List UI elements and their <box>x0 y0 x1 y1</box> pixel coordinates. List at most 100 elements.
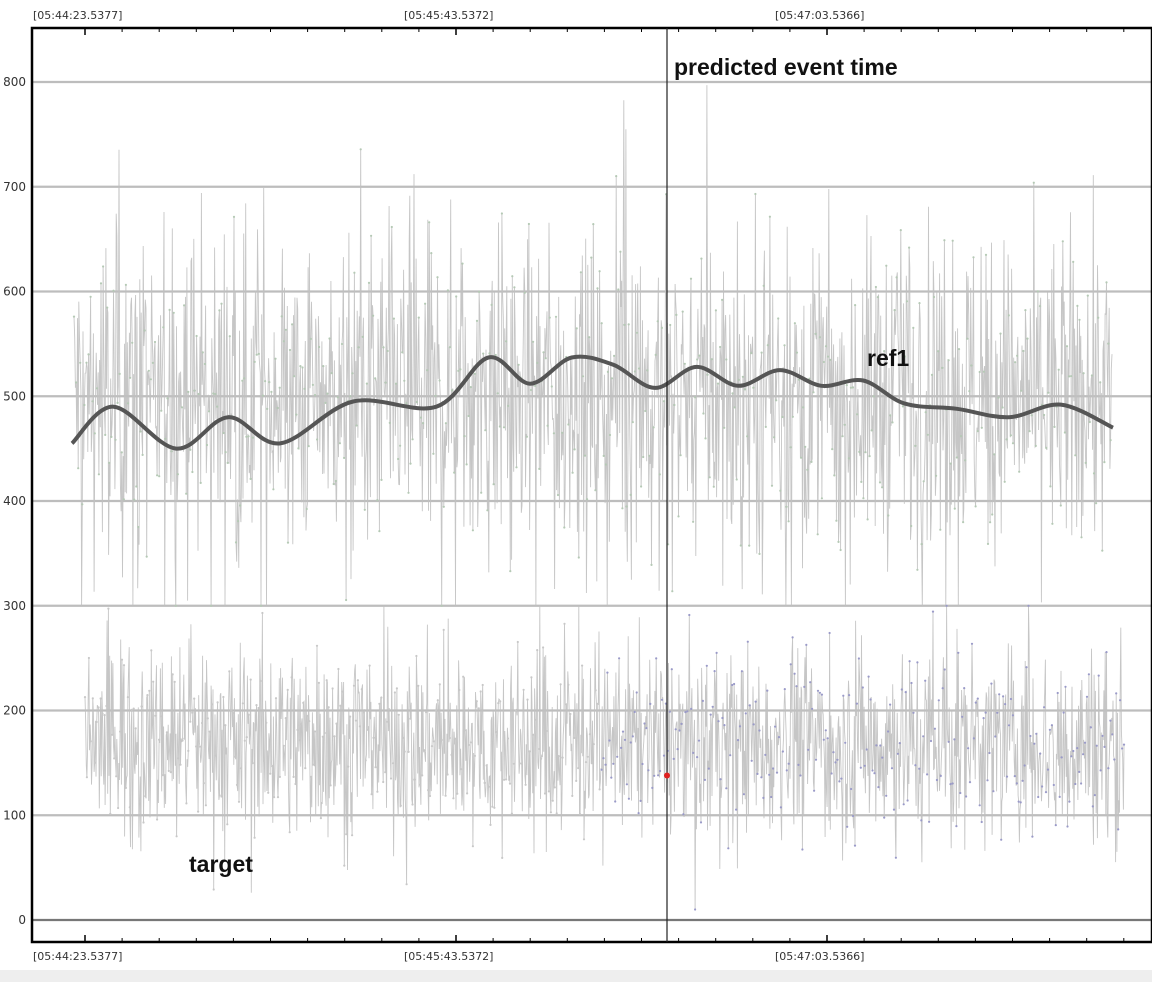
ref1-point <box>176 473 179 476</box>
ref1-point <box>627 323 630 326</box>
ref1-point <box>941 366 944 369</box>
target-point <box>524 783 527 786</box>
target-point <box>185 802 188 805</box>
target-point <box>487 785 490 788</box>
ref1-point <box>527 222 531 226</box>
target-point <box>158 738 161 741</box>
ref1-point <box>390 225 393 229</box>
target-point <box>579 813 582 816</box>
target-point <box>676 748 679 751</box>
target-point <box>1052 783 1055 787</box>
target-point <box>797 763 800 767</box>
target-point <box>834 761 837 764</box>
target-point <box>208 730 211 733</box>
ref1-point <box>183 304 186 307</box>
ref1-point <box>897 352 900 355</box>
ref1-point <box>775 399 778 402</box>
ref1-point <box>793 322 797 325</box>
target-point <box>908 660 911 663</box>
target-point <box>263 759 266 763</box>
ref1-point <box>598 270 601 273</box>
target-point <box>113 757 116 760</box>
ref1-point <box>77 467 80 470</box>
ref1-point <box>1009 434 1013 437</box>
target-point <box>308 720 311 723</box>
ref1-point <box>237 520 240 523</box>
ref1-point <box>498 425 501 428</box>
ref1-point <box>484 429 487 432</box>
ref1-point <box>95 387 98 390</box>
ref1-point <box>1022 349 1025 353</box>
y-tick-label-800: 800 <box>3 75 26 89</box>
target-point <box>152 680 155 683</box>
target-point <box>889 703 892 706</box>
target-point <box>313 730 317 733</box>
target-point <box>271 765 274 768</box>
target-point <box>148 689 151 692</box>
target-point <box>629 741 632 744</box>
target-point <box>265 721 268 724</box>
target-point <box>696 756 699 759</box>
target-point <box>943 668 946 671</box>
target-point <box>413 778 416 781</box>
ref1-point <box>266 407 269 410</box>
ref1-point <box>278 386 281 389</box>
target-point <box>637 812 640 815</box>
target-point <box>495 730 498 734</box>
target-point <box>134 727 137 730</box>
target-point <box>988 751 991 755</box>
target-point <box>918 767 921 770</box>
ref1-point <box>932 295 936 299</box>
target-point <box>1017 800 1020 803</box>
target-point <box>890 767 894 770</box>
target-point <box>1023 764 1026 767</box>
target-point <box>421 774 424 777</box>
ref1-point <box>629 493 632 496</box>
target-point <box>803 685 806 689</box>
target-point <box>501 856 504 860</box>
target-point <box>493 806 496 809</box>
ref1-point <box>185 492 188 495</box>
ref1-point <box>392 317 395 320</box>
target-point <box>818 691 822 694</box>
ref1-point <box>856 413 859 416</box>
ref1-point <box>172 311 175 314</box>
ref1-point <box>698 354 701 357</box>
target-point <box>545 729 549 733</box>
target-point <box>234 755 237 758</box>
ref1-point <box>511 275 514 278</box>
target-point <box>1007 724 1011 727</box>
target-point <box>974 701 977 704</box>
target-point <box>95 720 98 724</box>
ref1-point <box>500 212 503 215</box>
ref1-point <box>760 351 763 354</box>
ref1-point <box>860 480 863 483</box>
ref1-point <box>712 485 715 488</box>
target-point <box>600 768 603 771</box>
target-point <box>781 750 785 753</box>
ref1-point <box>787 520 790 523</box>
target-point <box>1009 697 1013 701</box>
target-point <box>657 774 660 777</box>
ref1-point <box>199 481 202 484</box>
ref1-point <box>602 454 605 457</box>
target-point <box>1056 691 1059 695</box>
ref1-point <box>858 450 861 453</box>
target-point <box>614 800 617 803</box>
target-point <box>1033 742 1036 745</box>
ref1-point <box>442 505 445 508</box>
target-point <box>483 781 486 785</box>
target-point <box>220 795 223 798</box>
ref1-point <box>187 390 190 393</box>
target-point <box>787 762 790 765</box>
ref1-point <box>374 377 377 380</box>
ref1-point <box>868 455 871 458</box>
target-point <box>1050 724 1053 727</box>
target-point <box>237 800 241 803</box>
ref1-point <box>984 253 988 256</box>
ref1-point <box>168 308 171 311</box>
target-point <box>844 741 847 744</box>
target-point <box>801 848 804 851</box>
target-point <box>438 683 441 686</box>
ref1-point <box>382 346 385 349</box>
